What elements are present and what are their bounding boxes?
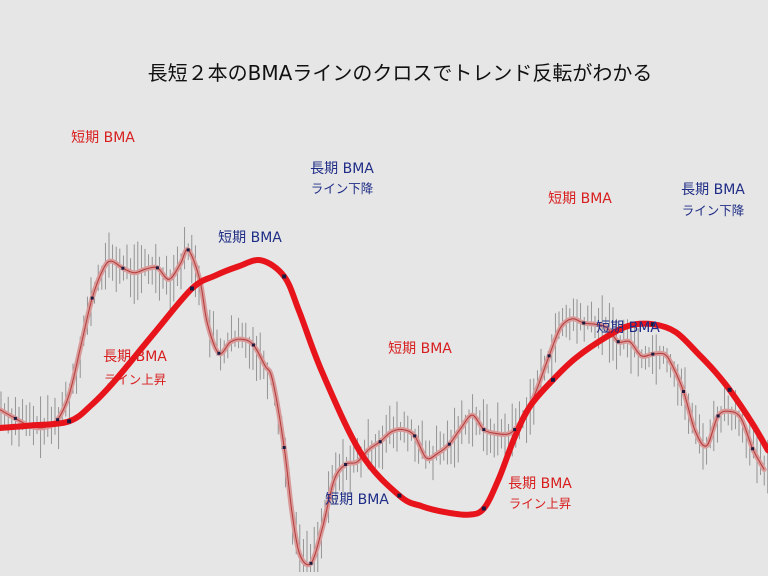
short-bma-marker-61 <box>682 390 685 393</box>
annotation-line-up-4: ライン上昇 <box>104 372 167 387</box>
short-bma-marker-58 <box>651 352 655 356</box>
short-bma-marker-16 <box>186 248 190 252</box>
long-bma-marker-10 <box>282 274 287 279</box>
short-bma-marker-40 <box>447 442 451 446</box>
long-bma-line-body <box>0 257 768 518</box>
short-bma-marker-28 <box>309 561 313 565</box>
annotation-line-up-7: ライン上昇 <box>509 496 572 511</box>
annotation-line-down-9: ライン下降 <box>682 203 745 218</box>
short-bma-marker-10 <box>121 266 125 270</box>
long-bma-marker-18 <box>481 506 486 511</box>
annotations: 短期 BMA 長期 BMA ライン下降 短期 BMA 長期 BMA ライン上昇 … <box>71 130 745 511</box>
short-bma-marker-13 <box>155 266 159 270</box>
long-bma-marker-2 <box>67 419 72 424</box>
annotation-long-bma-4: 長期 BMA <box>103 349 167 365</box>
short-bma-marker-52 <box>582 321 586 325</box>
annotation-short-bma-6: 短期 BMA <box>325 492 389 508</box>
annotation-long-bma-7: 長期 BMA <box>508 476 572 492</box>
short-bma-marker-55 <box>616 340 620 344</box>
line-markers <box>13 248 755 565</box>
annotation-long-bma-2: 長期 BMA <box>310 161 374 177</box>
short-bma-marker-22 <box>251 343 255 347</box>
annotation-long-bma-9: 長期 BMA <box>681 182 745 198</box>
annotation-line-down-2: ライン下降 <box>311 181 374 196</box>
short-bma-marker-64 <box>716 414 720 418</box>
short-bma-marker-1 <box>13 416 17 420</box>
long-bma-line <box>0 257 768 518</box>
long-bma-marker-14 <box>397 493 402 498</box>
short-bma-marker-67 <box>751 447 755 451</box>
short-bma-marker-37 <box>413 434 417 438</box>
annotation-short-bma-10: 短期 BMA <box>596 320 660 336</box>
short-bma-marker-19 <box>217 351 221 355</box>
long-bma-marker-26 <box>650 322 655 327</box>
short-bma-marker-46 <box>513 428 517 432</box>
annotation-short-bma-8: 短期 BMA <box>548 191 612 207</box>
short-bma-marker-25 <box>282 446 286 449</box>
short-bma-marker-34 <box>378 440 382 444</box>
annotation-short-bma-3: 短期 BMA <box>218 230 282 246</box>
long-bma-marker-22 <box>551 377 555 382</box>
short-bma-marker-31 <box>344 463 348 466</box>
short-bma-marker-43 <box>482 428 486 432</box>
annotation-short-bma-1: 短期 BMA <box>71 130 135 146</box>
long-bma-marker-30 <box>727 387 732 392</box>
long-bma-marker-6 <box>190 286 194 291</box>
short-bma-marker-7 <box>90 296 94 300</box>
chart-title: 長短２本のBMAラインのクロスでトレンド反転がわかる <box>148 61 653 85</box>
annotation-short-bma-5: 短期 BMA <box>388 341 452 357</box>
short-bma-marker-49 <box>547 354 551 358</box>
short-bma-marker-4 <box>56 418 60 422</box>
